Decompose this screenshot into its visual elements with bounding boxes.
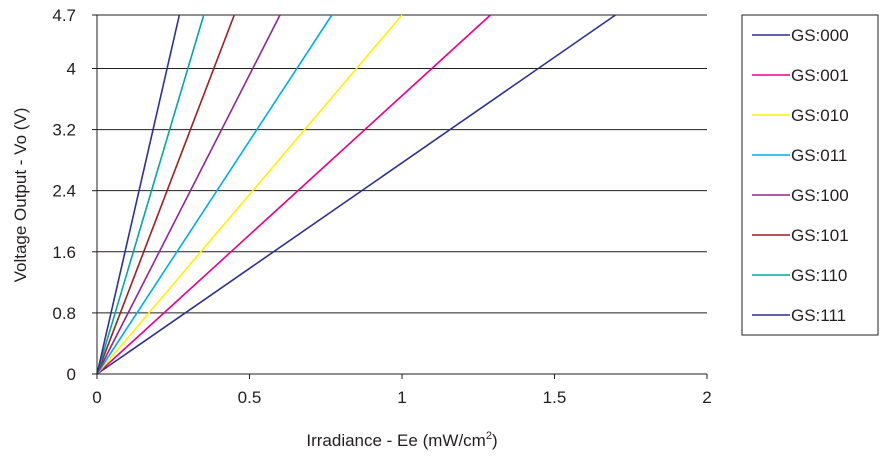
series-line-gs-100 — [96, 14, 281, 375]
y-tick-label: 0 — [67, 365, 76, 384]
y-tick-label: 0.8 — [52, 304, 76, 323]
legend-box — [741, 14, 879, 336]
y-tick-label: 2.4 — [52, 182, 76, 201]
series-line-gs-101 — [96, 14, 235, 375]
legend-item-gs-111: GS:111 — [752, 306, 846, 325]
x-axis-title-superscript: 2 — [486, 430, 492, 442]
x-tick-label: 0.5 — [238, 388, 262, 407]
series-line-gs-111 — [96, 14, 181, 375]
legend-item-gs-000: GS:000 — [752, 26, 849, 45]
x-axis-title-main: Irradiance - Ee (mW/cm — [306, 431, 485, 450]
series-line-gs-011 — [96, 14, 333, 375]
legend-label: GS:011 — [791, 146, 847, 165]
x-tick-label: 0 — [92, 388, 101, 407]
legend-label: GS:001 — [791, 66, 849, 85]
series-layer — [96, 14, 616, 375]
series-line-gs-001 — [96, 14, 491, 375]
y-tick-label: 3.2 — [52, 121, 76, 140]
legend-item-gs-100: GS:100 — [752, 186, 849, 205]
legend-label: GS:111 — [791, 306, 846, 325]
x-axis-title: Irradiance - Ee (mW/cm2) — [306, 430, 497, 450]
legend: GS:000 GS:001 GS:010 GS:011 GS:100 GS:101 GS:1… — [741, 14, 879, 336]
legend-label: GS:010 — [791, 106, 849, 125]
series-line-gs-000 — [96, 14, 616, 375]
grid-layer — [97, 14, 707, 314]
legend-label: GS:101 — [791, 226, 849, 245]
series-line-gs-110 — [96, 14, 205, 375]
legend-item-gs-001: GS:001 — [752, 66, 849, 85]
tick-labels: 0 0.8 1.6 2.4 3.2 4 4.7 0 0.5 1 1.5 2 — [52, 6, 711, 407]
legend-label: GS:100 — [791, 186, 849, 205]
y-tick-label: 4 — [67, 59, 76, 78]
y-tick-label: 1.6 — [52, 243, 76, 262]
legend-item-gs-010: GS:010 — [752, 106, 849, 125]
y-tick-label: 4.7 — [52, 6, 76, 25]
legend-item-gs-101: GS:101 — [752, 226, 849, 245]
x-tick-label: 1.5 — [543, 388, 567, 407]
legend-label: GS:110 — [791, 266, 847, 285]
series-line-gs-010 — [96, 14, 403, 375]
axis-layer — [92, 14, 708, 379]
legend-label: GS:000 — [791, 26, 849, 45]
y-axis-title: Voltage Output - Vo (V) — [11, 108, 30, 283]
x-axis-title-close: ) — [492, 431, 498, 450]
x-tick-label: 2 — [702, 388, 711, 407]
legend-item-gs-011: GS:011 — [752, 146, 847, 165]
legend-item-gs-110: GS:110 — [752, 266, 847, 285]
x-tick-label: 1 — [397, 388, 406, 407]
